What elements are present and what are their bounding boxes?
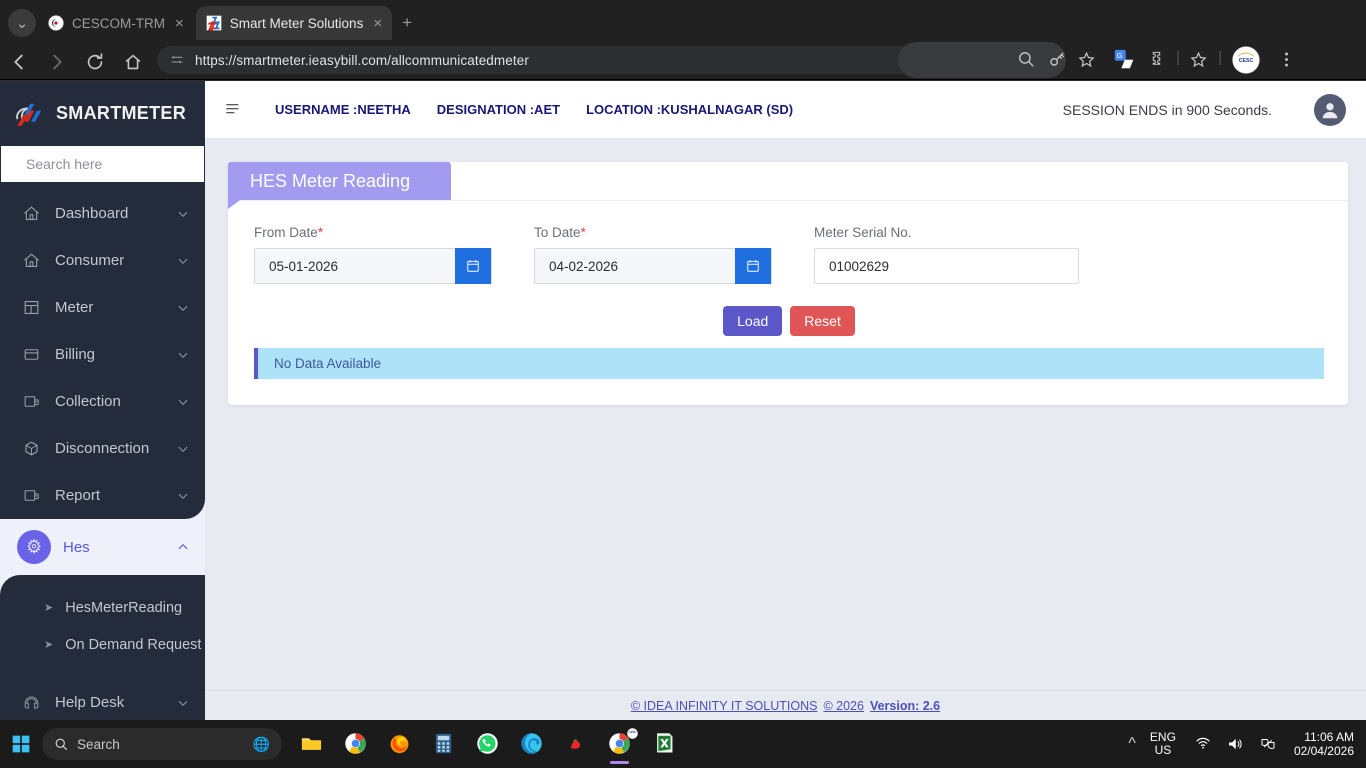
svg-text:CESC: CESC: [629, 730, 637, 734]
svg-text:G: G: [1117, 51, 1123, 60]
svg-text:CESC: CESC: [1239, 58, 1254, 64]
